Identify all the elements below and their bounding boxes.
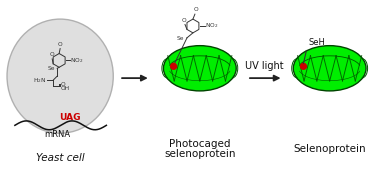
Text: O: O bbox=[194, 7, 198, 12]
Text: UAG: UAG bbox=[59, 113, 81, 122]
Text: selenoprotein: selenoprotein bbox=[164, 149, 235, 159]
Text: O: O bbox=[60, 82, 65, 88]
Ellipse shape bbox=[7, 19, 113, 133]
Ellipse shape bbox=[293, 46, 366, 91]
Text: NO$_2$: NO$_2$ bbox=[205, 22, 218, 30]
Circle shape bbox=[170, 63, 177, 69]
Text: O: O bbox=[58, 42, 62, 47]
Text: Se: Se bbox=[177, 36, 184, 41]
Text: UV light: UV light bbox=[245, 61, 284, 71]
Text: NO$_2$: NO$_2$ bbox=[70, 56, 83, 65]
Text: O: O bbox=[50, 52, 54, 57]
Text: Photocaged: Photocaged bbox=[169, 139, 231, 149]
Text: mRNA: mRNA bbox=[44, 130, 70, 139]
Text: OH: OH bbox=[60, 86, 69, 91]
Text: H$_2$N: H$_2$N bbox=[33, 76, 46, 84]
Text: Se: Se bbox=[48, 66, 55, 71]
Circle shape bbox=[301, 63, 307, 69]
Text: SeH: SeH bbox=[308, 38, 325, 47]
Ellipse shape bbox=[163, 46, 236, 91]
Text: Yeast cell: Yeast cell bbox=[36, 153, 84, 163]
Text: O: O bbox=[182, 18, 186, 23]
Text: Selenoprotein: Selenoprotein bbox=[293, 144, 366, 154]
